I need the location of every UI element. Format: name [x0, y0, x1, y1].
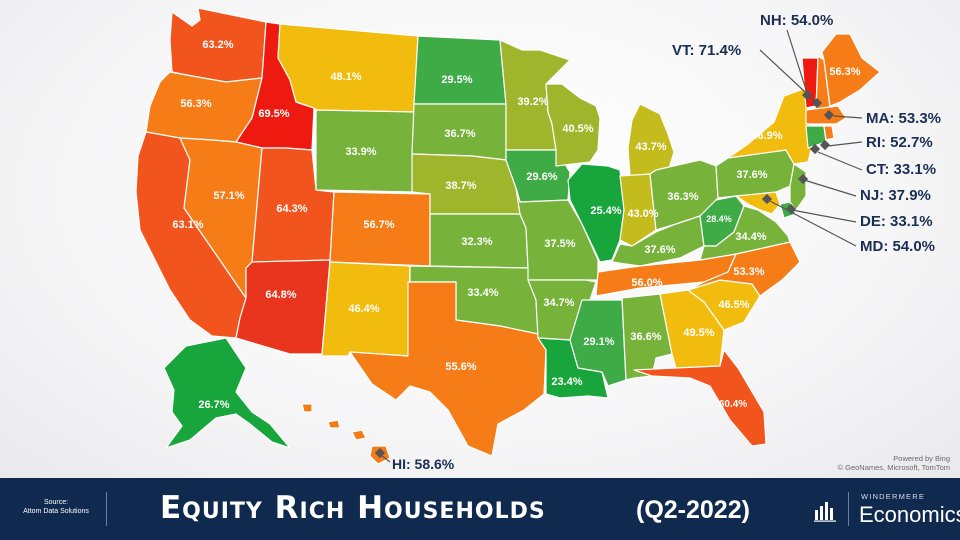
- label-wa: 63.2%: [202, 39, 233, 51]
- brand-name: WINDERMERE: [861, 492, 926, 501]
- label-co: 56.7%: [363, 219, 394, 231]
- callout-ma: MA: 53.3%: [866, 110, 942, 127]
- label-ak: 26.7%: [198, 399, 229, 411]
- footer-bar: Source: Attom Data Solutions Equity Rich…: [0, 478, 960, 540]
- label-wi: 40.5%: [562, 123, 593, 135]
- callout-nh: NH: 54.0%: [760, 12, 834, 29]
- state-il: [567, 163, 625, 263]
- state-me: [821, 33, 881, 107]
- label-mo: 37.5%: [544, 238, 575, 250]
- label-mi: 43.7%: [635, 141, 666, 153]
- label-ks: 32.3%: [461, 236, 492, 248]
- divider-left: [106, 492, 107, 526]
- state-fl: [633, 349, 767, 447]
- label-me: 56.3%: [829, 66, 860, 78]
- state-hi-maui: [351, 429, 367, 441]
- label-tn: 56.0%: [631, 277, 662, 289]
- label-az: 64.8%: [265, 289, 296, 301]
- callout-de: DE: 33.1%: [860, 213, 933, 230]
- label-mt: 48.1%: [330, 71, 361, 83]
- label-ok: 33.4%: [467, 287, 498, 299]
- state-ak: [163, 337, 291, 449]
- map-area: 63.2% 56.3% 63.1% 69.5% 57.1% 48.1% 33.9…: [0, 0, 960, 478]
- state-tx: [349, 281, 547, 457]
- label-mn: 39.2%: [517, 96, 548, 108]
- label-la: 23.4%: [551, 376, 582, 388]
- label-nc: 53.3%: [733, 266, 764, 278]
- state-va: [699, 205, 791, 261]
- label-ky: 37.6%: [644, 244, 675, 256]
- state-hi-oahu: [327, 419, 341, 429]
- state-nj: [789, 163, 807, 211]
- state-ky: [611, 215, 705, 267]
- attribution-line-2: © GeoNames, Microsoft, TomTom: [837, 463, 951, 472]
- label-tx: 55.6%: [445, 361, 476, 373]
- label-nd: 29.5%: [441, 74, 472, 86]
- label-or: 56.3%: [180, 98, 211, 110]
- label-al: 36.6%: [630, 331, 661, 343]
- state-nd: [413, 35, 507, 105]
- map-attribution: Powered by Bing © GeoNames, Microsoft, T…: [838, 454, 951, 472]
- page-title: Equity Rich Households: [160, 490, 546, 526]
- state-ri: [823, 125, 835, 141]
- state-wi: [545, 83, 601, 167]
- label-id: 69.5%: [258, 108, 289, 120]
- state-mo: [515, 187, 599, 281]
- label-ny: 46.9%: [751, 130, 782, 142]
- label-il: 25.4%: [590, 205, 621, 217]
- label-ca: 63.1%: [172, 219, 203, 231]
- attribution-line-1: Powered by Bing: [893, 454, 950, 463]
- source-label: Source:: [43, 499, 69, 506]
- state-mt: [277, 23, 419, 113]
- callout-vt: VT: 71.4%: [672, 42, 742, 59]
- divider-right: [848, 492, 849, 526]
- label-sd: 36.7%: [444, 128, 475, 140]
- callout-md: MD: 54.0%: [860, 238, 936, 255]
- state-hi-kauai: [301, 403, 313, 413]
- label-ar: 34.7%: [543, 297, 574, 309]
- source-name: Attom Data Solutions: [23, 508, 89, 515]
- label-nm: 46.4%: [348, 303, 379, 315]
- state-ny: [727, 87, 813, 165]
- state-mi: [627, 103, 675, 177]
- label-oh: 36.3%: [667, 191, 698, 203]
- label-ne: 38.7%: [445, 180, 476, 192]
- label-va: 34.4%: [735, 231, 766, 243]
- callout-nj: NJ: 37.9%: [860, 187, 931, 204]
- bar-chart-logo-icon: [814, 502, 836, 522]
- source-note: Source: Attom Data Solutions: [10, 498, 102, 516]
- label-wv: 28.4%: [706, 214, 732, 224]
- us-map: 63.2% 56.3% 63.1% 69.5% 57.1% 48.1% 33.9…: [135, 7, 881, 465]
- label-pa: 37.6%: [736, 169, 767, 181]
- callout-ct: CT: 33.1%: [866, 161, 937, 178]
- label-ut: 64.3%: [276, 203, 307, 215]
- label-wy: 33.9%: [345, 146, 376, 158]
- state-az: [235, 259, 331, 355]
- label-ia: 29.6%: [526, 171, 557, 183]
- page-subtitle: (Q2-2022): [636, 496, 750, 524]
- callout-ri: RI: 52.7%: [866, 134, 933, 151]
- label-nv: 57.1%: [213, 190, 244, 202]
- brand-subname: Economics: [859, 502, 960, 527]
- state-nc: [687, 241, 801, 297]
- label-ms: 29.1%: [583, 336, 614, 348]
- callout-hi: HI: 58.6%: [392, 456, 455, 472]
- label-sc: 46.5%: [718, 299, 749, 311]
- label-fl: 60.4%: [719, 399, 747, 410]
- label-ga: 49.5%: [683, 327, 714, 339]
- label-in: 43.0%: [627, 208, 658, 220]
